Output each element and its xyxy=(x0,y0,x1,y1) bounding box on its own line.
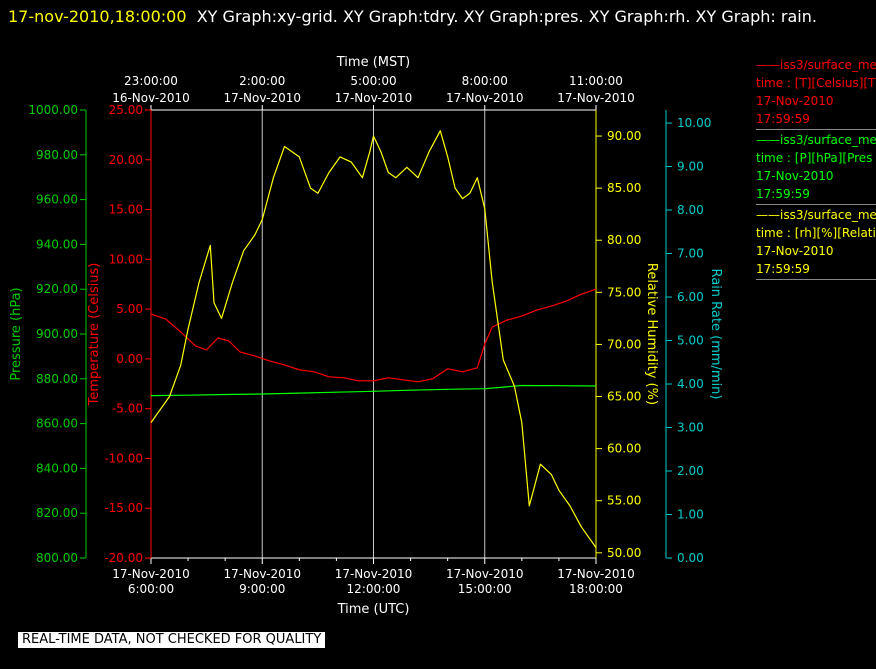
x-tick-label-date: 17-Nov-2010 xyxy=(223,567,301,581)
x-axis-title-top: Time (MST) xyxy=(336,55,411,70)
legend-series-date: 17-Nov-2010 xyxy=(756,169,834,183)
x-top-tick-label-time: 2:00:00 xyxy=(239,74,285,88)
humidity-tick-label: 55.00 xyxy=(607,494,641,508)
quality-disclaimer: REAL-TIME DATA, NOT CHECKED FOR QUALITY xyxy=(18,632,326,648)
temperature-tick-label: -20.00 xyxy=(104,551,143,565)
x-top-tick-label-date: 17-Nov-2010 xyxy=(557,91,635,105)
rain-tick-label: 2.00 xyxy=(677,464,704,478)
x-top-tick-label-date: 17-Nov-2010 xyxy=(223,91,301,105)
x-top-tick-label-date: 17-Nov-2010 xyxy=(335,91,413,105)
rain-tick-label: 0.00 xyxy=(677,551,704,565)
pressure-axis-title: Pressure (hPa) xyxy=(9,287,24,380)
x-top-tick-label-date: 17-Nov-2010 xyxy=(446,91,524,105)
series-humidity xyxy=(150,130,597,548)
x-tick-label-date: 17-Nov-2010 xyxy=(112,567,190,581)
humidity-tick-label: 90.00 xyxy=(607,129,641,143)
humidity-tick-label: 60.00 xyxy=(607,442,641,456)
x-top-tick-label-time: 11:00:00 xyxy=(569,74,623,88)
legend-series-name: ——iss3/surface_me xyxy=(756,208,876,222)
x-tick-label-time: 12:00:00 xyxy=(347,582,401,596)
humidity-tick-label: 75.00 xyxy=(607,285,641,299)
pressure-tick-label: 1000.00 xyxy=(28,103,78,117)
legend-series-variable: time : [P][hPa][Pres xyxy=(756,151,873,165)
x-tick-label-date: 17-Nov-2010 xyxy=(557,567,635,581)
rain-axis-title: Rain Rate (mm/min) xyxy=(708,268,723,399)
x-axis-title-bottom: Time (UTC) xyxy=(337,602,410,617)
x-tick-label-date: 17-Nov-2010 xyxy=(335,567,413,581)
humidity-tick-label: 85.00 xyxy=(607,181,641,195)
legend-series-variable: time : [T][Celsius][T xyxy=(756,76,876,90)
page-title: 17-nov-2010,18:00:00 XY Graph:xy-grid. X… xyxy=(8,2,868,32)
legend-series-name: ——iss3/surface_me xyxy=(756,58,876,72)
x-top-tick-label-time: 23:00:00 xyxy=(124,74,178,88)
x-top-tick-label-time: 5:00:00 xyxy=(350,74,396,88)
legend-series-date: 17-Nov-2010 xyxy=(756,94,834,108)
x-top-tick-label-date: 16-Nov-2010 xyxy=(112,91,190,105)
pressure-tick-label: 820.00 xyxy=(36,506,78,520)
humidity-tick-label: 70.00 xyxy=(607,337,641,351)
humidity-axis-title: Relative Humidity (%) xyxy=(644,263,659,405)
humidity-tick-label: 50.00 xyxy=(607,546,641,560)
rain-tick-label: 9.00 xyxy=(677,160,704,174)
x-tick-label-date: 17-Nov-2010 xyxy=(446,567,524,581)
temperature-tick-label: 15.00 xyxy=(109,203,143,217)
rain-tick-label: 6.00 xyxy=(677,290,704,304)
x-top-tick-label-time: 8:00:00 xyxy=(462,74,508,88)
temperature-tick-label: 10.00 xyxy=(109,252,143,266)
rain-tick-label: 7.00 xyxy=(677,247,704,261)
temperature-tick-label: 5.00 xyxy=(116,302,143,316)
x-tick-label-time: 6:00:00 xyxy=(128,582,174,596)
legend-series-date: 17-Nov-2010 xyxy=(756,244,834,258)
pressure-tick-label: 940.00 xyxy=(36,237,78,251)
rain-tick-label: 5.00 xyxy=(677,334,704,348)
title-timestamp: 17-nov-2010,18:00:00 xyxy=(8,7,187,26)
pressure-tick-label: 920.00 xyxy=(36,282,78,296)
humidity-tick-label: 80.00 xyxy=(607,233,641,247)
pressure-tick-label: 960.00 xyxy=(36,193,78,207)
legend-series-variable: time : [rh][%][Relati xyxy=(756,226,876,240)
legend-series-time: 17:59:59 xyxy=(756,187,810,201)
x-tick-label-time: 15:00:00 xyxy=(458,582,512,596)
rain-tick-label: 8.00 xyxy=(677,203,704,217)
title-graph-list: XY Graph:xy-grid. XY Graph:tdry. XY Grap… xyxy=(196,7,817,26)
legend-series-time: 17:59:59 xyxy=(756,112,810,126)
temperature-tick-label: 20.00 xyxy=(109,153,143,167)
temperature-axis-title: Temperature (Celsius) xyxy=(87,263,102,407)
legend-series-time: 17:59:59 xyxy=(756,262,810,276)
series-temperature xyxy=(150,288,597,383)
humidity-tick-label: 65.00 xyxy=(607,390,641,404)
rain-tick-label: 4.00 xyxy=(677,377,704,391)
legend: ——iss3/surface_me time : [T][Celsius][T 17… xyxy=(756,56,876,281)
series-pressure xyxy=(150,384,597,397)
temperature-tick-label: 0.00 xyxy=(116,352,143,366)
rain-tick-label: 3.00 xyxy=(677,421,704,435)
rain-tick-label: 10.00 xyxy=(677,116,711,130)
temperature-tick-label: -10.00 xyxy=(104,451,143,465)
pressure-tick-label: 860.00 xyxy=(36,417,78,431)
x-tick-label-time: 18:00:00 xyxy=(569,582,623,596)
x-tick-label-time: 9:00:00 xyxy=(239,582,285,596)
pressure-tick-label: 900.00 xyxy=(36,327,78,341)
temperature-tick-label: -15.00 xyxy=(104,501,143,515)
rain-tick-label: 1.00 xyxy=(677,508,704,522)
legend-series-name: ——iss3/surface_me xyxy=(756,133,876,147)
temperature-tick-label: 25.00 xyxy=(109,103,143,117)
pressure-tick-label: 840.00 xyxy=(36,461,78,475)
pressure-tick-label: 800.00 xyxy=(36,551,78,565)
pressure-tick-label: 980.00 xyxy=(36,148,78,162)
pressure-tick-label: 880.00 xyxy=(36,372,78,386)
temperature-tick-label: -5.00 xyxy=(112,402,143,416)
